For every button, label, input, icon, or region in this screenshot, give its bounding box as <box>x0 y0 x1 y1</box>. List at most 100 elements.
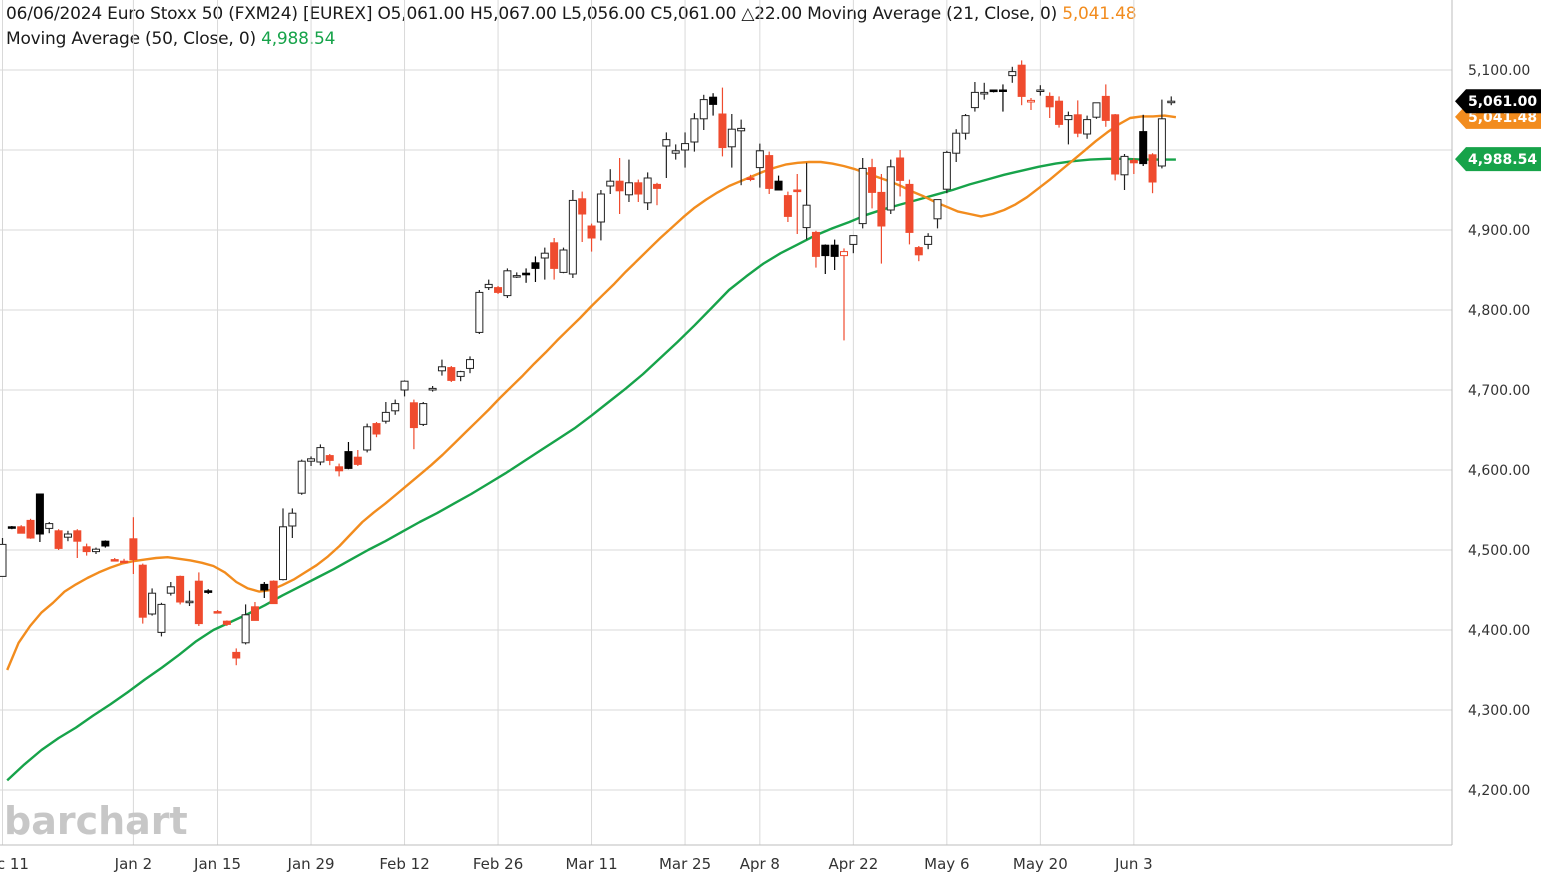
candle <box>624 159 633 202</box>
candle-body <box>1101 95 1110 121</box>
candle-body <box>101 540 110 547</box>
x-tick-label: Dec 11 <box>0 855 29 873</box>
candle <box>1092 102 1101 119</box>
candle <box>550 238 559 280</box>
candle-body <box>307 458 316 462</box>
candle-body <box>63 533 72 538</box>
value-badges: 4,988.54 5,041.485,061.00 <box>1455 89 1541 172</box>
y-tick-label: 4,800.00 <box>1468 303 1530 319</box>
candle-body <box>120 560 129 564</box>
candle-body <box>1111 114 1120 175</box>
candle-body <box>821 244 830 257</box>
candle-body <box>540 252 549 259</box>
candle <box>793 174 802 234</box>
candle-body <box>241 614 250 644</box>
candle <box>307 456 316 466</box>
candle <box>970 82 979 112</box>
candle-body <box>456 371 465 377</box>
y-tick-label: 5,100.00 <box>1468 63 1530 79</box>
candle <box>1008 66 1017 83</box>
candle <box>681 132 690 168</box>
candle <box>17 525 26 534</box>
candle-body <box>391 403 400 412</box>
candle-body <box>811 231 820 257</box>
candle <box>868 158 877 209</box>
candle <box>63 530 72 542</box>
candle-body <box>905 183 914 233</box>
candle-body <box>437 366 446 372</box>
candle-body <box>166 586 175 594</box>
last-price-badge-text: 5,061.00 <box>1468 94 1537 110</box>
candle <box>1157 99 1166 169</box>
candle-body <box>952 132 961 154</box>
candle <box>802 162 811 240</box>
candle <box>531 256 540 282</box>
candle <box>512 272 521 278</box>
candle <box>634 179 643 202</box>
candle <box>353 450 362 466</box>
candle-body <box>26 519 35 539</box>
y-tick-label: 4,200.00 <box>1468 783 1530 799</box>
candle <box>821 244 830 274</box>
candle <box>1101 84 1110 127</box>
candle <box>718 87 727 157</box>
candle-body <box>980 91 989 95</box>
candle-body <box>288 512 297 527</box>
candle-body <box>1083 119 1092 135</box>
candle <box>391 399 400 415</box>
candle <box>110 558 119 562</box>
candle <box>92 547 100 554</box>
candle <box>7 526 16 530</box>
ma21-line <box>6 114 1177 671</box>
candle <box>503 268 512 298</box>
candle-body <box>232 651 241 659</box>
candle <box>746 174 755 182</box>
candle <box>45 522 54 534</box>
candle <box>475 290 484 334</box>
x-tick-label: Jan 2 <box>114 855 152 873</box>
candle-body <box>624 182 633 196</box>
candle <box>437 359 446 376</box>
candle <box>522 268 531 283</box>
candle-body <box>690 118 699 143</box>
candle <box>783 191 792 222</box>
candle <box>148 588 157 616</box>
candle-body <box>877 191 886 227</box>
candle-body <box>176 575 185 603</box>
candle <box>615 158 624 214</box>
candle-body <box>765 155 774 189</box>
candle-body <box>802 204 811 229</box>
candle-body <box>1008 71 1017 77</box>
candle-body <box>840 251 848 257</box>
candle-body <box>17 526 26 534</box>
last-price-badge-shape <box>1455 89 1541 114</box>
candle <box>1139 114 1148 166</box>
candle <box>335 463 344 477</box>
candle <box>494 286 503 294</box>
candle-body <box>316 447 325 463</box>
candle <box>830 239 839 270</box>
candle <box>222 620 231 626</box>
candle <box>1045 92 1054 118</box>
candle-body <box>54 530 63 549</box>
candle-body <box>260 583 269 591</box>
candle-body <box>531 262 540 269</box>
candle <box>447 366 456 382</box>
candle <box>456 370 465 382</box>
candle-body <box>344 451 353 469</box>
candle-body <box>400 380 409 391</box>
candle-body <box>914 247 923 256</box>
candle <box>765 151 774 194</box>
candlestick-series <box>0 60 1176 666</box>
candle-body <box>1129 159 1138 164</box>
candle-body <box>783 195 792 217</box>
candle <box>82 543 91 556</box>
candle-body <box>559 249 568 273</box>
candle-body <box>774 180 783 191</box>
candle-body <box>1064 115 1073 121</box>
candle-body <box>185 600 194 604</box>
candle-body <box>522 272 531 276</box>
candle-body <box>110 559 119 562</box>
candle-body <box>157 603 166 633</box>
